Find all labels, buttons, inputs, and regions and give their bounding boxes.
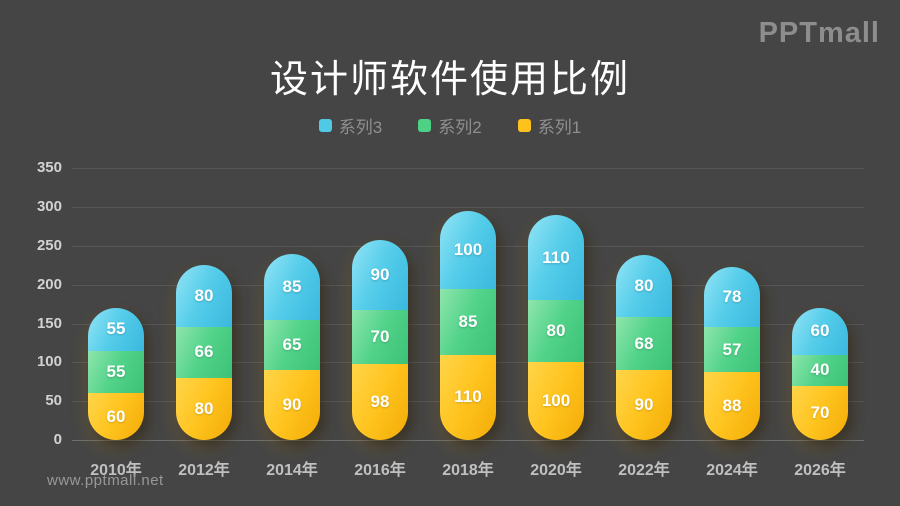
bar-segment-系列3: 110 <box>528 214 584 301</box>
x-axis-label-2016年: 2016年 <box>354 462 406 479</box>
x-axis-label-2014年: 2014年 <box>266 462 318 479</box>
bar-segment-系列3: 60 <box>792 308 848 355</box>
bar-segment-系列2: 85 <box>440 288 496 355</box>
watermark: www.pptmall.net <box>47 472 164 489</box>
bar-segment-系列1: 98 <box>352 363 408 440</box>
bar-segment-系列3: 80 <box>616 255 672 318</box>
bar-value-label: 70 <box>370 326 390 346</box>
bar-value-label: 90 <box>634 395 654 415</box>
bar-segment-系列1: 110 <box>440 354 496 440</box>
bar-value-label: 80 <box>194 285 214 305</box>
y-axis-tick-label: 0 <box>53 431 62 448</box>
bar-2018年: 100 85 110 <box>440 211 496 440</box>
bar-segment-系列1: 100 <box>528 362 584 440</box>
bar-segment-系列3: 55 <box>88 308 144 351</box>
bar-segment-系列2: 40 <box>792 354 848 386</box>
bar-segment-系列1: 90 <box>264 370 320 440</box>
bar-value-label: 80 <box>546 321 566 341</box>
bar-segment-系列2: 65 <box>264 319 320 371</box>
legend-item-系列3: 系列3 <box>318 113 383 138</box>
bar-value-label: 55 <box>106 319 126 339</box>
y-axis-tick-label: 250 <box>36 237 62 254</box>
bar-value-label: 90 <box>282 395 302 415</box>
bar-segment-系列2: 70 <box>352 309 408 364</box>
bar-value-label: 85 <box>282 276 302 296</box>
y-axis-tick-label: 350 <box>36 159 62 177</box>
bar-segment-系列2: 68 <box>616 317 672 371</box>
bar-2012年: 80 66 80 <box>176 264 232 440</box>
gridline-300 <box>72 207 864 209</box>
bar-segment-系列3: 80 <box>176 264 232 327</box>
bar-segment-系列1: 90 <box>616 370 672 440</box>
bar-value-label: 100 <box>453 239 483 259</box>
bar-value-label: 100 <box>541 391 571 411</box>
bar-2014年: 85 65 90 <box>264 253 320 440</box>
bar-2024年: 78 57 88 <box>704 266 760 440</box>
bar-2022年: 80 68 90 <box>616 255 672 440</box>
bar-value-label: 85 <box>458 311 478 331</box>
chart-title: 设计师软件使用比例 <box>269 59 630 101</box>
x-axis-label-2012年: 2012年 <box>178 462 230 479</box>
bar-value-label: 60 <box>810 321 830 341</box>
bar-2020年: 110 80 100 <box>528 214 584 440</box>
legend-item-系列1: 系列1 <box>517 113 582 138</box>
chart-legend: 系列3 系列2 系列1 <box>0 113 900 138</box>
bar-segment-系列1: 80 <box>176 377 232 440</box>
bar-segment-系列1: 88 <box>704 371 760 440</box>
legend-label: 系列3 <box>338 118 383 137</box>
bar-2010年: 55 55 60 <box>88 308 144 440</box>
bar-segment-系列3: 90 <box>352 239 408 310</box>
y-axis-tick-label: 150 <box>36 314 62 332</box>
bar-2026年: 60 40 70 <box>792 308 848 440</box>
bar-segment-系列2: 80 <box>528 300 584 363</box>
bar-value-label: 55 <box>106 362 126 382</box>
bar-segment-系列2: 57 <box>704 327 760 372</box>
bar-value-label: 60 <box>106 406 126 426</box>
bar-segment-系列1: 70 <box>792 385 848 440</box>
legend-label: 系列2 <box>438 118 482 137</box>
y-axis-tick-label: 100 <box>36 353 62 371</box>
legend-label: 系列1 <box>537 118 582 137</box>
bar-value-label: 57 <box>722 339 742 359</box>
bar-value-label: 110 <box>542 247 570 267</box>
bar-value-label: 90 <box>370 264 390 284</box>
x-axis-label-2024年: 2024年 <box>706 462 758 479</box>
y-axis-tick-label: 200 <box>36 275 62 293</box>
bar-segment-系列3: 85 <box>264 253 320 320</box>
bar-segment-系列2: 55 <box>88 350 144 394</box>
bar-segment-系列2: 66 <box>176 326 232 378</box>
x-axis-label-2010年: 2010年 <box>90 462 142 479</box>
legend-swatch-系列2 <box>418 119 432 132</box>
x-axis-label-2018年: 2018年 <box>442 462 494 479</box>
legend-swatch-系列1 <box>517 119 531 132</box>
bar-value-label: 88 <box>722 395 742 415</box>
bar-segment-系列3: 78 <box>704 266 760 328</box>
bar-value-label: 65 <box>282 334 302 354</box>
bar-value-label: 66 <box>194 342 214 362</box>
bar-segment-系列1: 60 <box>88 393 144 440</box>
bar-value-label: 68 <box>634 333 654 353</box>
bar-value-label: 70 <box>810 402 830 422</box>
bar-value-label: 110 <box>454 387 482 407</box>
bar-value-label: 78 <box>722 287 742 307</box>
bar-2016年: 90 70 98 <box>352 239 408 440</box>
x-axis-label-2022年: 2022年 <box>618 462 670 479</box>
pptmall-logo: PPTmall <box>758 17 880 49</box>
bar-value-label: 80 <box>634 276 654 296</box>
bar-value-label: 40 <box>810 360 830 380</box>
gridline-350 <box>72 168 864 170</box>
x-axis-label-2020年: 2020年 <box>530 462 582 479</box>
y-axis-tick-label: 300 <box>36 198 62 216</box>
bar-segment-系列3: 100 <box>440 211 496 289</box>
legend-item-系列2: 系列2 <box>418 113 482 138</box>
bar-value-label: 80 <box>194 398 214 418</box>
bar-value-label: 98 <box>370 391 390 411</box>
gridline-0 <box>72 440 864 441</box>
x-axis-label-2026年: 2026年 <box>794 462 846 479</box>
y-axis-tick-label: 50 <box>45 392 62 410</box>
legend-swatch-系列3 <box>318 119 332 132</box>
